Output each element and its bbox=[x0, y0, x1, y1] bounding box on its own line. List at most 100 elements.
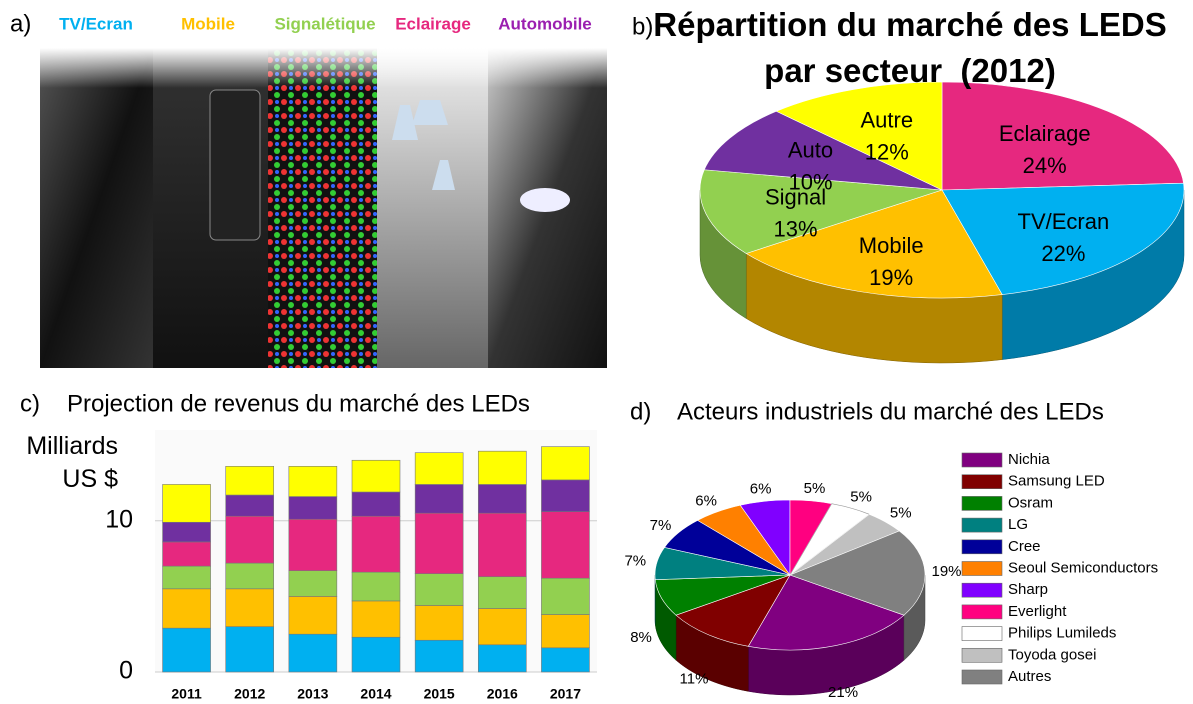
legend-swatch bbox=[961, 604, 1003, 620]
bar-segment bbox=[351, 491, 401, 517]
bar-segment bbox=[162, 521, 211, 543]
legend-swatch bbox=[961, 669, 1003, 685]
value-label: 5% bbox=[850, 488, 872, 505]
bar-segment bbox=[477, 450, 527, 485]
caption: Signalétique bbox=[274, 14, 375, 33]
legend-label: Osram bbox=[1008, 494, 1053, 511]
bar-segment bbox=[351, 459, 401, 493]
bar-segment bbox=[541, 479, 590, 512]
panel-label: c) bbox=[20, 390, 40, 417]
legend-swatch bbox=[961, 626, 1003, 641]
bar-segment bbox=[414, 605, 464, 641]
panel-label: b) bbox=[632, 13, 653, 40]
bar-segment bbox=[288, 633, 338, 673]
value-label: 5% bbox=[890, 504, 912, 521]
value-label: 7% bbox=[624, 552, 646, 569]
bar-segment bbox=[225, 562, 275, 590]
legend-label: Nichia bbox=[1008, 451, 1050, 468]
value-label: 6% bbox=[750, 481, 772, 498]
bar-segment bbox=[225, 465, 275, 496]
bar-segment bbox=[414, 573, 464, 606]
headlight bbox=[520, 188, 570, 212]
bar-segment bbox=[162, 484, 211, 523]
pie-slice bbox=[941, 81, 1184, 191]
bar-segment bbox=[541, 647, 590, 673]
legend-swatch bbox=[961, 474, 1003, 490]
legend-swatch bbox=[961, 517, 1003, 533]
legend-label: Samsung LED bbox=[1008, 473, 1105, 490]
panel-label: a) bbox=[10, 10, 31, 37]
bar-segment bbox=[351, 600, 401, 638]
pie-slice bbox=[747, 574, 905, 651]
value-label: 11% bbox=[680, 671, 709, 688]
bar-segment bbox=[225, 588, 275, 627]
legend-label: Philips Lumileds bbox=[1008, 625, 1116, 642]
pie-slice bbox=[775, 81, 943, 191]
legend-label: Sharp bbox=[1008, 581, 1048, 598]
x-tick-label: 2014 bbox=[360, 686, 391, 702]
y-tick-label: 0 bbox=[119, 657, 133, 685]
value-label: 22% bbox=[1041, 241, 1085, 266]
caption: Eclairage bbox=[395, 14, 471, 33]
value-label: 6% bbox=[695, 493, 717, 510]
x-tick-label: 2016 bbox=[487, 686, 518, 702]
caption: Automobile bbox=[498, 14, 592, 33]
bar-segment bbox=[351, 636, 401, 673]
chart-title: Répartition du marché des LEDS par secte… bbox=[653, 6, 1176, 89]
bar-segment bbox=[351, 515, 401, 573]
bar-segment bbox=[162, 627, 211, 673]
slice-label: Autre bbox=[860, 108, 913, 133]
legend-swatch bbox=[961, 647, 1003, 663]
value-label: 7% bbox=[650, 517, 672, 534]
bar-segment bbox=[541, 614, 590, 649]
x-tick-label: 2017 bbox=[550, 686, 581, 702]
slice-label: Eclairage bbox=[999, 121, 1091, 146]
y-tick-label: 10 bbox=[105, 505, 133, 533]
value-label: 21% bbox=[828, 684, 858, 701]
x-tick-label: 2011 bbox=[171, 686, 202, 702]
photo-lighting bbox=[377, 48, 488, 368]
slice-label: TV/Ecran bbox=[1018, 209, 1110, 234]
bar-segment bbox=[162, 565, 211, 590]
x-tick-label: 2015 bbox=[424, 686, 455, 702]
lamps bbox=[392, 100, 455, 190]
bar-segment bbox=[414, 639, 464, 673]
bar-segment bbox=[541, 511, 590, 579]
x-tick-label: 2013 bbox=[297, 686, 328, 702]
value-label: 5% bbox=[804, 480, 826, 497]
legend-swatch bbox=[961, 496, 1003, 511]
bar-segment bbox=[477, 644, 527, 673]
legend-swatch bbox=[961, 561, 1003, 576]
legend-label: Toyoda gosei bbox=[1008, 646, 1096, 663]
pie-slice bbox=[745, 189, 1003, 299]
pie-slice bbox=[699, 169, 943, 254]
bar-segment bbox=[541, 577, 590, 615]
bar-segment bbox=[225, 515, 275, 564]
legend-label: Everlight bbox=[1008, 603, 1067, 620]
chart-title: Projection de revenus du marché des LEDs bbox=[67, 390, 530, 417]
bar-segment bbox=[288, 518, 338, 571]
bar-segment bbox=[288, 596, 338, 635]
bar-segment bbox=[288, 570, 338, 597]
legend-label: LG bbox=[1008, 516, 1028, 533]
value-label: 8% bbox=[630, 629, 652, 646]
pie-slice bbox=[941, 182, 1185, 295]
caption: Mobile bbox=[181, 14, 235, 33]
legend-swatch bbox=[961, 452, 1003, 468]
value-label: 12% bbox=[865, 140, 909, 165]
legend-label: Seoul Semiconductors bbox=[1008, 559, 1158, 576]
bar-segment bbox=[351, 571, 401, 602]
bar-segment bbox=[477, 608, 527, 646]
bar-segment bbox=[541, 446, 590, 481]
x-tick-label: 2012 bbox=[234, 686, 265, 702]
bar-segment bbox=[225, 626, 275, 673]
bar-segment bbox=[414, 484, 464, 514]
value-label: 24% bbox=[1023, 153, 1067, 178]
photo-tv bbox=[40, 48, 153, 368]
bar-segment bbox=[225, 494, 275, 517]
bar-segment bbox=[414, 512, 464, 574]
bar-segment bbox=[162, 588, 211, 629]
bar-segment bbox=[288, 465, 338, 497]
caption: TV/Ecran bbox=[59, 14, 133, 33]
